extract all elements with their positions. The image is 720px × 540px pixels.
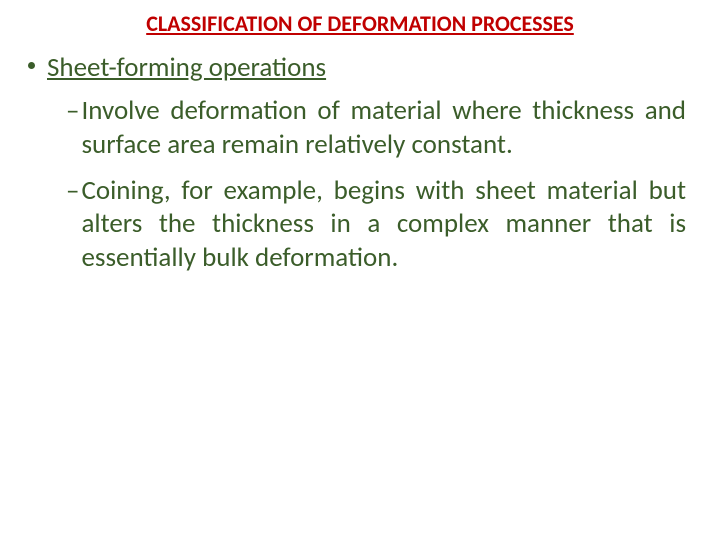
slide-title: CLASSIFICATION OF DEFORMATION PROCESSES xyxy=(28,10,692,37)
sub-item-1: – Coining, for example, begins with shee… xyxy=(66,174,692,275)
slide-body: CLASSIFICATION OF DEFORMATION PROCESSES … xyxy=(0,0,720,540)
bullet-item: Sheet-forming operations xyxy=(28,51,692,84)
dash-icon: – xyxy=(66,174,79,207)
dash-icon: – xyxy=(66,94,79,127)
bullet-dot-icon xyxy=(28,62,35,69)
sub-text-0: Involve deformation of material where th… xyxy=(81,94,686,162)
sub-text-1: Coining, for example, begins with sheet … xyxy=(81,174,686,275)
sub-item-0: – Involve deformation of material where … xyxy=(66,94,692,162)
bullet-text: Sheet-forming operations xyxy=(47,51,326,84)
